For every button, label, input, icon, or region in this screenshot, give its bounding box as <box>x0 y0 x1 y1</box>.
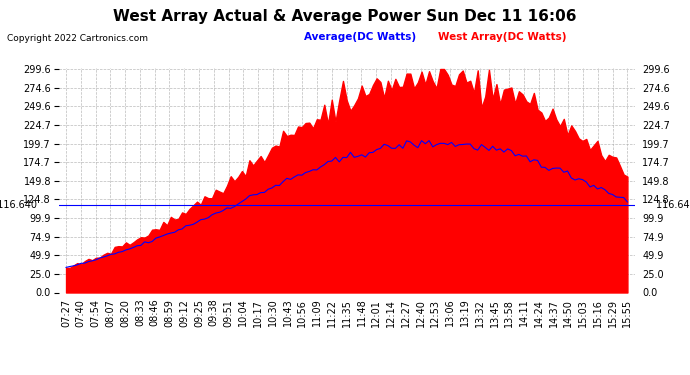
Text: ← 116.640: ← 116.640 <box>0 201 37 210</box>
Text: West Array Actual & Average Power Sun Dec 11 16:06: West Array Actual & Average Power Sun De… <box>113 9 577 24</box>
Text: Copyright 2022 Cartronics.com: Copyright 2022 Cartronics.com <box>7 34 148 43</box>
Text: 116.640 →: 116.640 → <box>656 201 690 210</box>
Text: Average(DC Watts): Average(DC Watts) <box>304 32 415 42</box>
Text: West Array(DC Watts): West Array(DC Watts) <box>438 32 566 42</box>
